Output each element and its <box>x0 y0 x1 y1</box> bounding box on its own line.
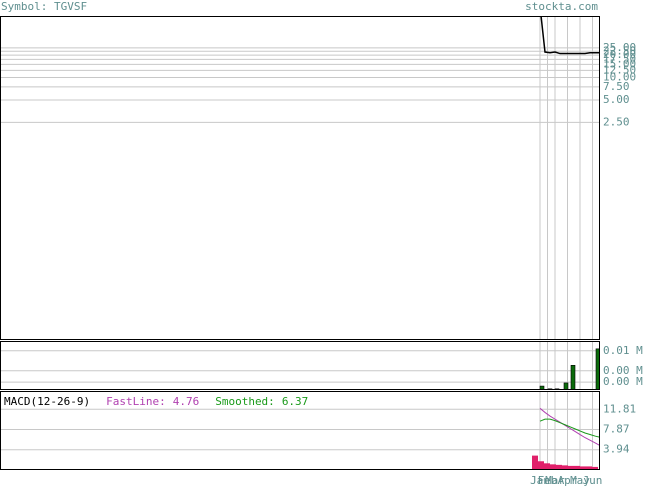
legend-title: MACD(12-26-9) <box>4 395 90 408</box>
bar <box>556 464 562 470</box>
y-tick-label: 11.81 <box>603 402 636 415</box>
y-tick-label: 25.00 <box>603 41 636 54</box>
y-tick-label: 15.00 <box>603 57 636 70</box>
bar <box>586 466 592 470</box>
bar <box>544 463 550 470</box>
panel-border <box>0 16 600 340</box>
x-tick-label: May <box>570 474 590 486</box>
y-tick-label: 5.00 <box>603 93 630 106</box>
y-tick-label: 12.50 <box>603 63 636 76</box>
y-tick-label: 0.01 M <box>603 344 643 357</box>
legend: MACD(12-26-9) FastLine: 4.76 Smoothed: 6.37 <box>4 395 308 408</box>
bar <box>562 465 568 470</box>
x-tick-label: Apr <box>558 474 578 486</box>
legend-name: Smoothed: <box>215 395 275 408</box>
bar <box>550 464 556 470</box>
bar <box>568 465 574 470</box>
bar <box>574 465 580 470</box>
legend-value: 4.76 <box>173 395 200 408</box>
y-tick-label: 3.94 <box>603 443 630 456</box>
x-tick-label: Mar <box>545 474 565 486</box>
series-line <box>539 407 600 446</box>
x-tick-label: Jan <box>530 474 550 486</box>
bar <box>570 365 576 390</box>
x-tick-label: Feb <box>538 474 558 486</box>
y-tick-label: 10.00 <box>603 71 636 84</box>
plot <box>540 16 600 55</box>
y-tick-label: 0.00 M <box>603 375 643 388</box>
site: stockta.com <box>525 0 598 13</box>
series-line <box>539 418 600 438</box>
bar <box>538 461 544 470</box>
panel-border <box>0 391 600 470</box>
bar <box>580 466 586 470</box>
bar <box>592 466 598 470</box>
y-tick-label: 20.00 <box>603 48 636 61</box>
y-tick-label: 17.50 <box>603 52 636 65</box>
series-line <box>540 16 600 55</box>
bar <box>532 455 538 470</box>
y-tick-label: 7.87 <box>603 423 630 436</box>
panel-border <box>0 341 600 390</box>
legend-name: FastLine: <box>106 395 166 408</box>
y-tick-label: 2.50 <box>603 115 630 128</box>
symbol: Symbol: TGVSF <box>1 0 87 13</box>
y-tick-label: 22.50 <box>603 44 636 57</box>
x-tick-label: Jun <box>583 474 603 486</box>
bar <box>563 382 569 390</box>
y-tick-label: 0.00 M <box>603 364 643 377</box>
legend-value: 6.37 <box>282 395 309 408</box>
plot <box>532 407 600 470</box>
y-tick-label: 7.50 <box>603 80 630 93</box>
